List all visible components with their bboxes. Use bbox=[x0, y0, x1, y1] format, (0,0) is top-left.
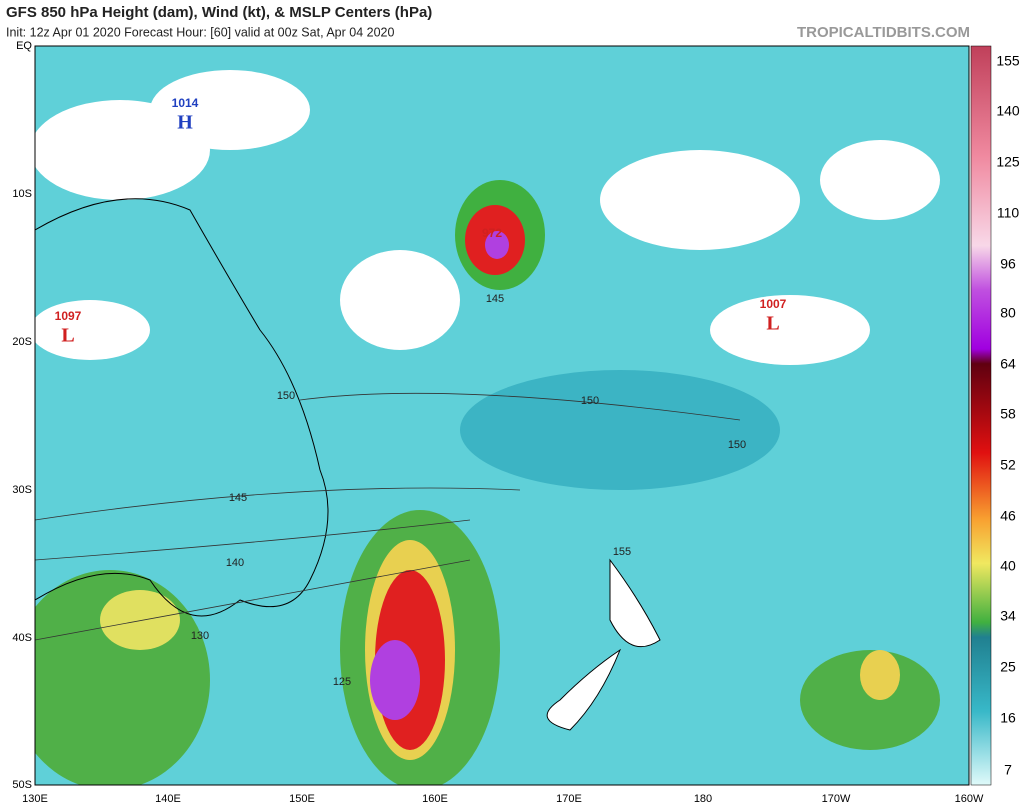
map-frame bbox=[34, 45, 970, 786]
colorbar-label: 125 bbox=[996, 154, 1020, 170]
wind-band bbox=[800, 650, 940, 750]
pressure-kind: L bbox=[61, 325, 74, 347]
lat-label: 10S bbox=[12, 188, 32, 200]
calm-area bbox=[710, 295, 870, 365]
colorbar-label: 64 bbox=[1000, 356, 1016, 372]
contour-label: 145 bbox=[486, 293, 504, 305]
pressure-value: 1014 bbox=[172, 96, 199, 110]
colorbar-label: 80 bbox=[1000, 305, 1016, 321]
lat-label: 40S bbox=[12, 632, 32, 644]
lat-label: 20S bbox=[12, 336, 32, 348]
colorbar-label: 140 bbox=[996, 103, 1020, 119]
contour-label: 125 bbox=[333, 676, 351, 688]
colorbar-label: 110 bbox=[997, 205, 1020, 221]
pressure-kind: H bbox=[177, 112, 193, 134]
colorbar-label: 52 bbox=[1000, 457, 1016, 473]
calm-area bbox=[35, 300, 150, 360]
map-field bbox=[35, 46, 969, 785]
contour-label: 150 bbox=[581, 395, 599, 407]
lon-label: 140E bbox=[155, 793, 181, 805]
contour-label: 140 bbox=[226, 557, 244, 569]
colorbar-label: 7 bbox=[1004, 762, 1012, 778]
wind-band bbox=[100, 590, 180, 650]
lon-label: 160E bbox=[422, 793, 448, 805]
coastline bbox=[546, 558, 661, 731]
wind-band bbox=[370, 640, 420, 720]
lon-label: 160W bbox=[955, 793, 984, 805]
subtitle: Init: 12z Apr 01 2020 Forecast Hour: [60… bbox=[6, 25, 394, 39]
contour-label: 130 bbox=[191, 630, 209, 642]
coastline bbox=[35, 198, 329, 617]
colorbar-label: 40 bbox=[1000, 558, 1016, 574]
calm-area bbox=[150, 70, 310, 150]
pressure-kind: L bbox=[766, 313, 779, 335]
pressure-value: 972 bbox=[482, 226, 502, 240]
colorbar-label: 155 bbox=[996, 53, 1020, 69]
colorbar-label: 16 bbox=[1000, 710, 1016, 726]
calm-area bbox=[340, 250, 460, 350]
colorbar-label: 46 bbox=[1000, 508, 1016, 524]
calm-area bbox=[600, 150, 800, 250]
colorbar-label: 25 bbox=[1000, 659, 1016, 675]
colorbar-label: 58 bbox=[1000, 406, 1016, 422]
colorbar-label: 96 bbox=[1000, 256, 1016, 272]
source: TROPICALTIDBITS.COM bbox=[797, 24, 970, 41]
lat-label: 50S bbox=[12, 779, 32, 791]
lon-label: 170E bbox=[556, 793, 582, 805]
contour-label: 150 bbox=[277, 390, 295, 402]
lon-label: 180 bbox=[694, 793, 712, 805]
lon-label: 130E bbox=[22, 793, 48, 805]
lat-label: 30S bbox=[12, 484, 32, 496]
lon-label: 170W bbox=[822, 793, 851, 805]
colorbar bbox=[970, 45, 992, 786]
lat-label: EQ bbox=[16, 40, 32, 52]
lon-label: 150E bbox=[289, 793, 315, 805]
wind-band bbox=[460, 370, 780, 490]
contour bbox=[35, 392, 741, 641]
title: GFS 850 hPa Height (dam), Wind (kt), & M… bbox=[6, 4, 432, 21]
wind-band bbox=[485, 231, 509, 259]
pressure-value: 1007 bbox=[760, 297, 787, 311]
pressure-value: 1097 bbox=[55, 309, 82, 323]
calm-area bbox=[820, 140, 940, 220]
contour-label: 155 bbox=[613, 546, 631, 558]
wind-band bbox=[860, 650, 900, 700]
colorbar-label: 34 bbox=[1000, 608, 1016, 624]
contour-label: 145 bbox=[229, 492, 247, 504]
contour-label: 150 bbox=[728, 439, 746, 451]
